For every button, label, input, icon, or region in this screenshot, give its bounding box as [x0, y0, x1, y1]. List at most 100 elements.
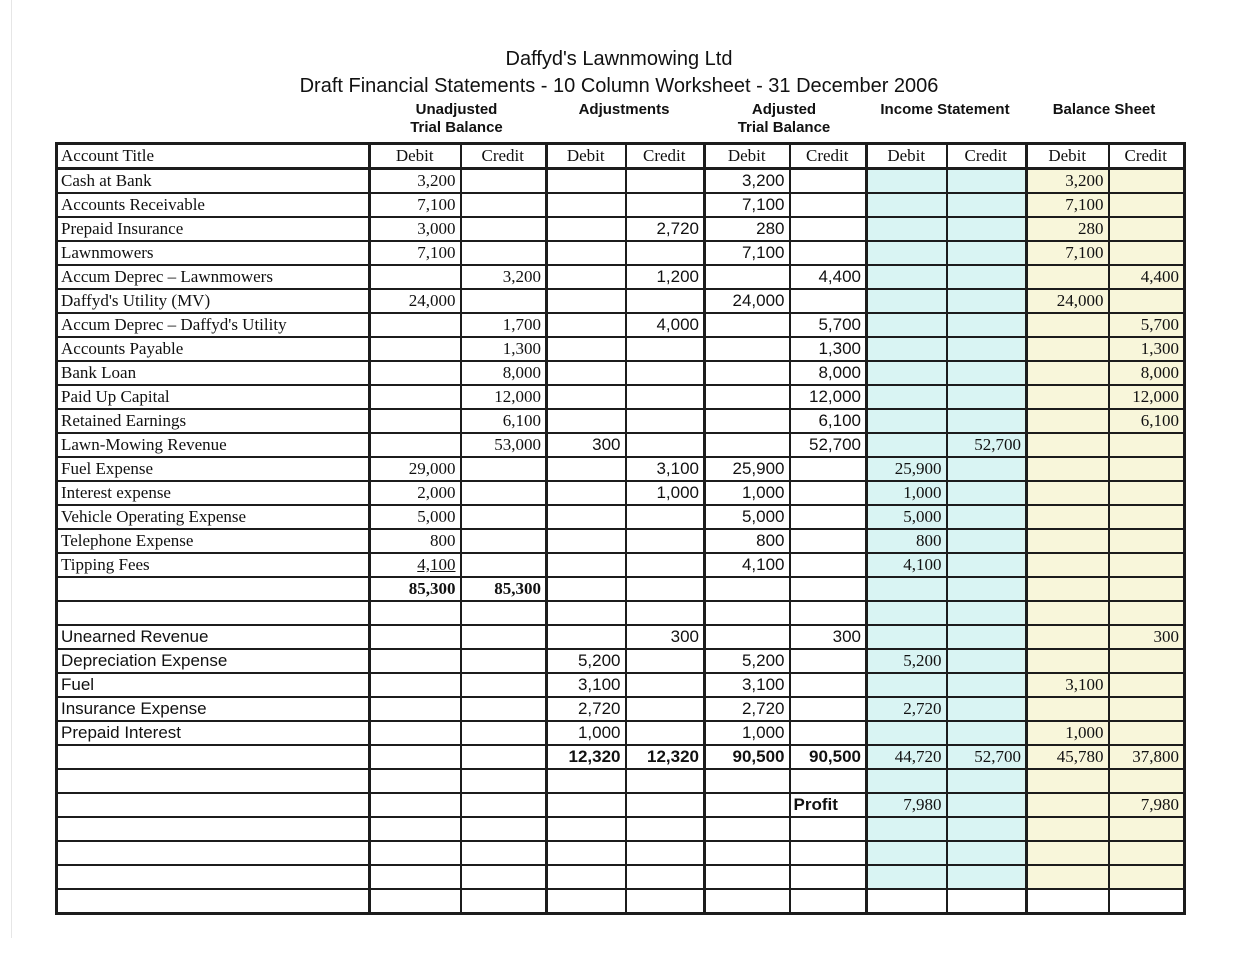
value-cell: 3,100	[545, 672, 627, 698]
value-cell: 300	[624, 624, 706, 650]
value-cell	[624, 192, 706, 218]
value-cell: 7,100	[703, 192, 791, 218]
table-row: Cash at Bank 3,200 3,200 3,200	[55, 167, 1186, 194]
value-cell	[788, 888, 868, 915]
value-cell: 12,000	[459, 384, 548, 410]
table-row: Fuel 3,100 3,100 3,100	[55, 672, 1186, 698]
value-cell	[1025, 600, 1110, 626]
value-cell	[865, 432, 948, 458]
value-cell	[865, 768, 948, 794]
value-cell	[368, 624, 462, 650]
value-cell	[1025, 432, 1110, 458]
value-cell	[865, 192, 948, 218]
value-cell	[945, 720, 1028, 746]
value-cell: 3,200	[1025, 167, 1110, 194]
value-cell: 85,300	[368, 576, 462, 602]
value-cell	[1025, 552, 1110, 578]
value-cell	[545, 240, 627, 266]
value-cell	[945, 624, 1028, 650]
bs-debit-header: Debit	[1025, 142, 1110, 170]
value-cell	[1107, 576, 1186, 602]
table-row: Depreciation Expense 5,200 5,200 5,200	[55, 648, 1186, 674]
value-cell	[945, 768, 1028, 794]
value-cell	[1107, 456, 1186, 482]
value-cell	[1025, 312, 1110, 338]
value-cell	[368, 264, 462, 290]
value-cell: 300	[1107, 624, 1186, 650]
value-cell	[703, 624, 791, 650]
value-cell	[703, 384, 791, 410]
account-cell: Depreciation Expense	[55, 648, 371, 674]
value-cell	[1107, 504, 1186, 530]
value-cell	[368, 384, 462, 410]
account-cell: Telephone Expense	[55, 528, 371, 554]
value-cell	[459, 720, 548, 746]
value-cell: 6,100	[459, 408, 548, 434]
value-cell	[1107, 864, 1186, 890]
value-cell	[545, 816, 627, 842]
table-row: Bank Loan 8,000 8,000 8,000	[55, 360, 1186, 386]
table-row: Retained Earnings 6,100 6,100 6,100	[55, 408, 1186, 434]
value-cell	[945, 648, 1028, 674]
value-cell	[545, 192, 627, 218]
value-cell	[368, 648, 462, 674]
value-cell	[703, 768, 791, 794]
value-cell: 1,300	[1107, 336, 1186, 362]
value-cell	[624, 360, 706, 386]
group-header-line: Unadjusted	[415, 101, 498, 118]
value-cell	[1107, 696, 1186, 722]
table-row	[55, 864, 1186, 890]
value-cell: 800	[368, 528, 462, 554]
value-cell	[945, 312, 1028, 338]
value-cell: 24,000	[1025, 288, 1110, 314]
account-cell	[55, 600, 371, 626]
account-cell	[55, 768, 371, 794]
value-cell: 300	[545, 432, 627, 458]
value-cell	[865, 312, 948, 338]
value-cell	[545, 336, 627, 362]
value-cell: 4,400	[1107, 264, 1186, 290]
value-cell	[945, 672, 1028, 698]
value-cell: 2,720	[865, 696, 948, 722]
group-header-line: Trial Balance	[410, 119, 503, 136]
value-cell	[368, 864, 462, 890]
value-cell	[788, 192, 868, 218]
value-cell: 44,720	[865, 744, 948, 770]
value-cell	[1025, 864, 1110, 890]
value-cell	[703, 840, 791, 866]
account-cell: Fuel Expense	[55, 456, 371, 482]
group-header-balance-sheet: Balance Sheet	[1025, 101, 1183, 119]
value-cell: 280	[703, 216, 791, 242]
adj-debit-header: Debit	[545, 142, 627, 170]
value-cell: 800	[865, 528, 948, 554]
value-cell	[788, 720, 868, 746]
value-cell	[1025, 264, 1110, 290]
value-cell: 1,300	[459, 336, 548, 362]
value-cell	[865, 816, 948, 842]
account-cell: Daffyd's Utility (MV)	[55, 288, 371, 314]
value-cell	[459, 240, 548, 266]
value-cell	[945, 840, 1028, 866]
value-cell	[459, 648, 548, 674]
value-cell	[545, 768, 627, 794]
value-cell	[624, 648, 706, 674]
value-cell	[545, 552, 627, 578]
value-cell: 5,200	[703, 648, 791, 674]
value-cell: 5,000	[368, 504, 462, 530]
value-cell	[624, 600, 706, 626]
value-cell: 24,000	[703, 288, 791, 314]
value-cell	[459, 504, 548, 530]
value-cell	[1107, 816, 1186, 842]
value-cell	[459, 744, 548, 770]
value-cell	[788, 288, 868, 314]
value-cell	[945, 167, 1028, 194]
value-cell: 7,100	[1025, 240, 1110, 266]
account-cell: Accounts Payable	[55, 336, 371, 362]
value-cell	[459, 288, 548, 314]
table-row	[55, 840, 1186, 866]
value-cell	[545, 840, 627, 866]
value-cell: 5,200	[545, 648, 627, 674]
value-cell: 1,000	[1025, 720, 1110, 746]
value-cell	[865, 576, 948, 602]
value-cell: 2,720	[703, 696, 791, 722]
